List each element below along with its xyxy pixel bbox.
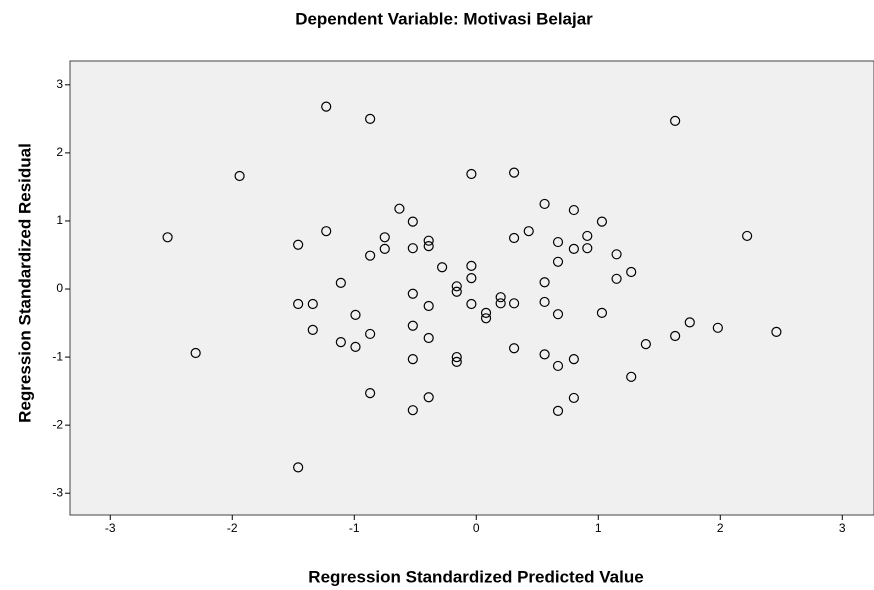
y-tick-label: -2 [52,417,63,431]
y-axis-title: Regression Standardized Residual [15,143,34,423]
x-tick-label: 0 [473,521,480,535]
x-tick-label: 3 [839,521,846,535]
y-tick-label: 2 [56,145,63,159]
x-tick-label: 2 [717,521,724,535]
x-tick-label: -3 [105,521,116,535]
y-tick-label: 1 [56,213,63,227]
y-tick-label: -3 [52,485,63,499]
x-tick-label: 1 [595,521,602,535]
x-tick-label: -2 [227,521,238,535]
chart-title: Dependent Variable: Motivasi Belajar [295,9,593,28]
plot-area [70,61,874,515]
y-tick-label: 3 [56,77,63,91]
chart: Dependent Variable: Motivasi Belajar Reg… [0,0,874,590]
y-tick-label: 0 [56,281,63,295]
x-tick-label: -1 [349,521,360,535]
x-axis-title: Regression Standardized Predicted Value [308,567,643,586]
y-tick-label: -1 [52,349,63,363]
